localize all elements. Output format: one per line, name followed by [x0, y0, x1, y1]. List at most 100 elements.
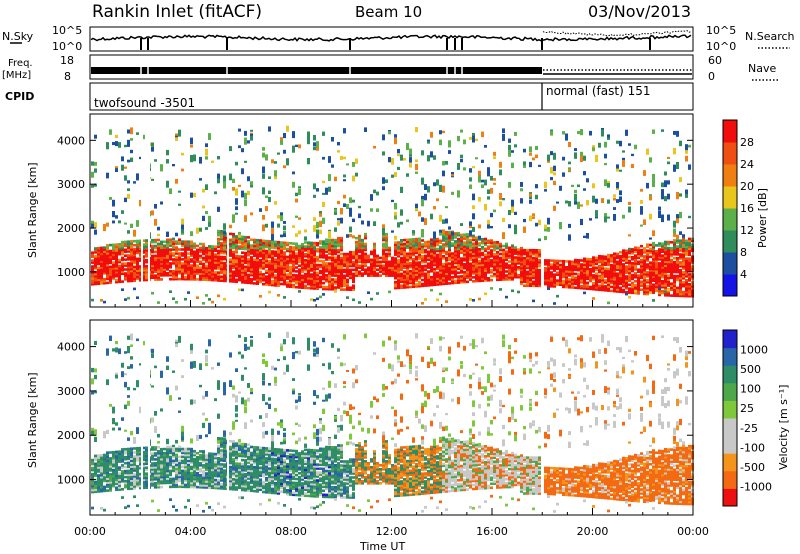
- power-cell: [247, 244, 250, 247]
- power-cell: [382, 270, 385, 273]
- power-cell: [523, 272, 526, 276]
- power-cell: [409, 158, 412, 163]
- power-cell: [418, 243, 421, 246]
- power-cell: [112, 253, 115, 256]
- power-cell: [277, 258, 280, 262]
- power-cell: [121, 252, 124, 256]
- power-cell: [625, 279, 628, 282]
- power-cell: [130, 253, 133, 257]
- power-cell: [283, 275, 286, 278]
- power-cell: [532, 282, 535, 286]
- power-cell: [286, 275, 289, 278]
- power-cell: [166, 256, 169, 259]
- power-cell: [670, 241, 673, 244]
- power-cell: [520, 266, 523, 270]
- power-cell: [595, 274, 598, 277]
- power-cell: [469, 254, 472, 258]
- power-cell: [106, 281, 109, 285]
- power-cell: [229, 268, 232, 271]
- power-cell: [475, 260, 478, 263]
- power-cell: [175, 134, 178, 141]
- power-cell: [457, 275, 460, 278]
- velocity-cell: [106, 379, 109, 386]
- power-cell: [520, 252, 523, 256]
- power-cell: [166, 248, 169, 251]
- power-cell: [595, 288, 598, 291]
- power-cell: [220, 261, 223, 265]
- power-cell: [190, 144, 193, 148]
- power-cell: [109, 271, 112, 275]
- power-cell: [283, 245, 286, 248]
- power-cell: [304, 264, 307, 268]
- power-cell: [169, 250, 172, 253]
- power-cell: [235, 262, 238, 266]
- power-cell: [274, 268, 277, 271]
- velocity-cell: [133, 447, 136, 450]
- power-cell: [286, 263, 289, 267]
- power-cell: [127, 188, 130, 191]
- power-cell: [466, 260, 469, 264]
- power-cell: [388, 252, 391, 256]
- power-cell: [316, 271, 319, 275]
- power-cell: [172, 258, 175, 261]
- power-cell: [283, 133, 286, 139]
- power-cell: [454, 271, 457, 275]
- power-cell: [526, 270, 529, 274]
- power-cell: [250, 262, 253, 265]
- power-cell: [607, 216, 610, 219]
- power-cell: [409, 273, 412, 277]
- velocity-cell: [100, 475, 103, 479]
- power-cell: [550, 281, 553, 284]
- velocity-cell: [100, 458, 103, 461]
- power-cell: [316, 257, 319, 261]
- power-cell: [247, 248, 250, 251]
- power-cell: [406, 173, 409, 177]
- power-cell: [238, 288, 241, 292]
- power-cell: [124, 222, 127, 225]
- power-cell: [310, 273, 313, 276]
- power-cell: [373, 248, 376, 252]
- velocity-cell: [115, 470, 118, 474]
- velocity-cell: [103, 487, 106, 491]
- power-cell: [571, 274, 574, 277]
- power-cell: [136, 265, 139, 268]
- power-cell: [304, 255, 307, 258]
- power-cell: [430, 288, 433, 292]
- power-cell: [484, 249, 487, 253]
- power-cell: [151, 268, 154, 272]
- power-cell: [487, 263, 490, 266]
- power-cell: [235, 162, 238, 166]
- power-cell: [424, 240, 427, 244]
- power-cell: [265, 277, 268, 280]
- power-cell: [622, 278, 625, 282]
- power-cell: [289, 247, 292, 251]
- power-cell: [595, 280, 598, 283]
- power-cell: [580, 281, 583, 284]
- power-cell: [571, 270, 574, 273]
- power-cell: [157, 252, 160, 256]
- power-cell: [532, 260, 535, 264]
- power-cell: [337, 262, 340, 266]
- power-cell: [115, 270, 118, 274]
- velocity-cell: [94, 480, 97, 484]
- power-cell: [616, 266, 619, 270]
- power-cell: [646, 148, 649, 155]
- power-cell: [553, 285, 556, 288]
- power-cell: [118, 252, 121, 256]
- power-cell: [361, 240, 364, 244]
- power-cell: [307, 253, 310, 256]
- power-cell: [685, 283, 688, 286]
- power-cell: [613, 258, 616, 261]
- power-cell: [505, 278, 508, 281]
- velocity-cell: [112, 450, 115, 454]
- power-cell: [478, 259, 481, 263]
- power-cell: [688, 279, 691, 282]
- velocity-cell: [97, 456, 100, 459]
- power-cell: [553, 302, 556, 305]
- power-cell: [514, 266, 517, 269]
- power-cell: [268, 190, 271, 194]
- power-cell: [604, 261, 607, 264]
- power-cell: [214, 267, 217, 270]
- power-cell: [448, 232, 451, 236]
- power-cell: [688, 259, 691, 262]
